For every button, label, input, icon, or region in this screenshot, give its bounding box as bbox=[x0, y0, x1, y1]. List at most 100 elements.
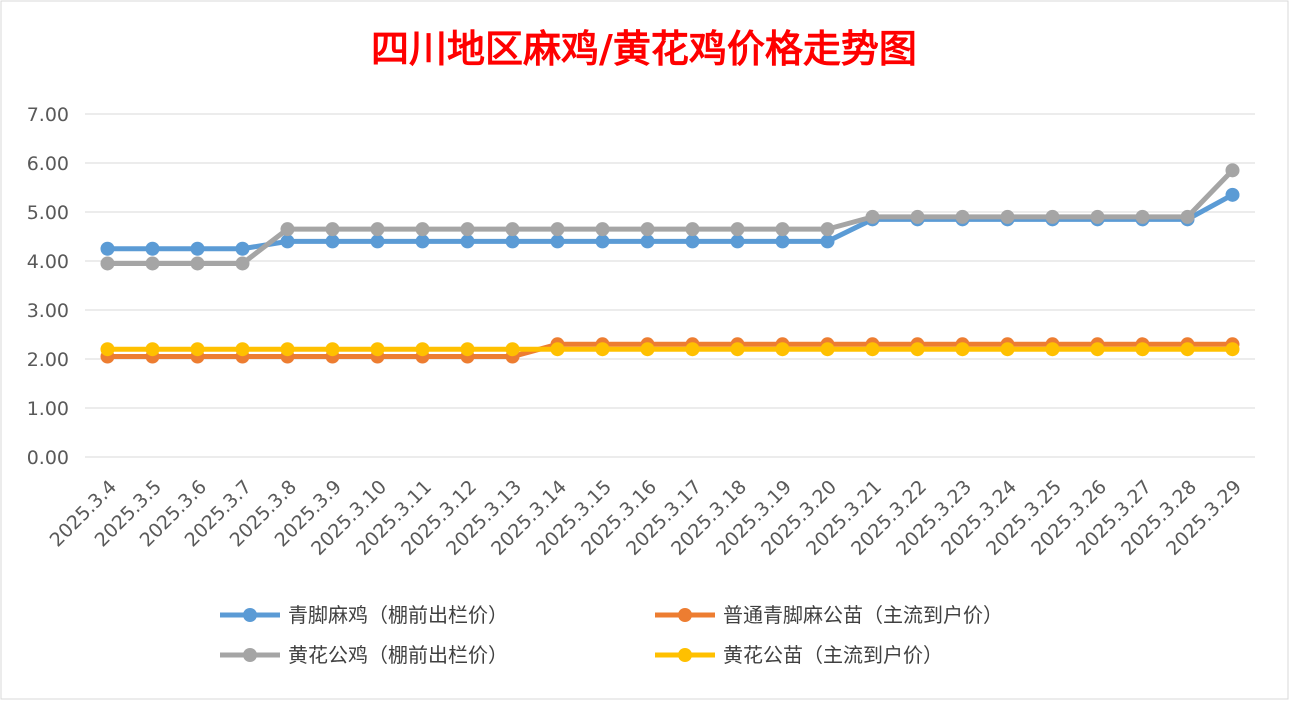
data-point bbox=[955, 209, 970, 224]
data-point bbox=[370, 234, 385, 249]
data-point bbox=[325, 234, 340, 249]
data-point bbox=[550, 222, 565, 237]
data-point bbox=[865, 209, 880, 224]
data-point bbox=[505, 234, 520, 249]
data-point bbox=[1180, 209, 1195, 224]
data-point bbox=[235, 342, 250, 357]
y-tick-label: 4.00 bbox=[27, 251, 69, 273]
legend-item: 黄花公鸡（棚前出栏价） bbox=[220, 643, 508, 667]
data-point bbox=[100, 342, 115, 357]
y-tick-label: 3.00 bbox=[27, 300, 69, 322]
data-point bbox=[280, 342, 295, 357]
y-tick-label: 2.00 bbox=[27, 349, 69, 371]
data-point bbox=[820, 342, 835, 357]
data-point bbox=[595, 222, 610, 237]
data-point bbox=[100, 256, 115, 271]
data-point bbox=[370, 222, 385, 237]
data-point bbox=[550, 234, 565, 249]
data-point bbox=[505, 342, 520, 357]
y-tick-label: 6.00 bbox=[27, 153, 69, 175]
series-line bbox=[107, 168, 1235, 266]
data-point bbox=[595, 342, 610, 357]
data-point bbox=[1225, 342, 1240, 357]
data-point bbox=[1090, 209, 1105, 224]
series-layer bbox=[100, 163, 1240, 364]
legend-item: 黄花公苗（主流到户价） bbox=[655, 643, 943, 667]
legend-item: 普通青脚麻公苗（主流到户价） bbox=[655, 603, 1003, 627]
data-point bbox=[1000, 209, 1015, 224]
data-point bbox=[595, 234, 610, 249]
data-point bbox=[1000, 342, 1015, 357]
data-point bbox=[910, 342, 925, 357]
y-axis-tick-labels: 0.00 1.00 2.00 3.00 4.00 5.00 6.00 7.00 bbox=[27, 104, 69, 469]
legend-item: 青脚麻鸡（棚前出栏价） bbox=[220, 603, 508, 627]
data-point bbox=[1135, 342, 1150, 357]
gridlines bbox=[85, 113, 1255, 458]
data-point bbox=[1225, 163, 1240, 178]
data-point bbox=[190, 241, 205, 256]
series-line bbox=[107, 341, 1233, 360]
series-3 bbox=[100, 163, 1240, 271]
data-point bbox=[1180, 342, 1195, 357]
data-point bbox=[460, 234, 475, 249]
data-point bbox=[1135, 209, 1150, 224]
data-point bbox=[1045, 342, 1060, 357]
data-point bbox=[640, 222, 655, 237]
data-point bbox=[775, 234, 790, 249]
data-point bbox=[1225, 187, 1240, 202]
data-point bbox=[865, 342, 880, 357]
legend-label: 黄花公鸡（棚前出栏价） bbox=[288, 643, 508, 667]
y-tick-label: 1.00 bbox=[27, 398, 69, 420]
data-point bbox=[280, 222, 295, 237]
data-point bbox=[730, 342, 745, 357]
y-tick-label: 0.00 bbox=[27, 447, 69, 469]
legend-marker bbox=[678, 608, 692, 622]
data-point bbox=[505, 222, 520, 237]
data-point bbox=[550, 342, 565, 357]
y-tick-label: 5.00 bbox=[27, 202, 69, 224]
data-point bbox=[100, 241, 115, 256]
chart-title: 四川地区麻鸡/黄花鸡价格走势图 bbox=[371, 26, 917, 71]
legend-label: 黄花公苗（主流到户价） bbox=[723, 643, 943, 667]
data-point bbox=[145, 241, 160, 256]
data-point bbox=[460, 342, 475, 357]
data-point bbox=[730, 234, 745, 249]
data-point bbox=[685, 234, 700, 249]
legend-marker bbox=[243, 648, 257, 662]
legend-label: 普通青脚麻公苗（主流到户价） bbox=[723, 603, 1003, 627]
data-point bbox=[415, 222, 430, 237]
data-point bbox=[235, 241, 250, 256]
data-point bbox=[775, 342, 790, 357]
data-point bbox=[1090, 342, 1105, 357]
data-point bbox=[1045, 209, 1060, 224]
data-point bbox=[145, 256, 160, 271]
data-point bbox=[775, 222, 790, 237]
data-point bbox=[280, 234, 295, 249]
y-tick-label: 7.00 bbox=[27, 104, 69, 126]
legend: 青脚麻鸡（棚前出栏价） 普通青脚麻公苗（主流到户价） 黄花公鸡（棚前出栏价） 黄花公苗… bbox=[220, 603, 1003, 667]
data-point bbox=[640, 234, 655, 249]
data-point bbox=[820, 234, 835, 249]
legend-marker bbox=[678, 648, 692, 662]
data-point bbox=[460, 222, 475, 237]
series-1 bbox=[100, 342, 1240, 357]
legend-marker bbox=[243, 608, 257, 622]
data-point bbox=[730, 222, 745, 237]
data-point bbox=[685, 342, 700, 357]
data-point bbox=[190, 256, 205, 271]
data-point bbox=[325, 342, 340, 357]
data-point bbox=[640, 342, 655, 357]
data-point bbox=[370, 342, 385, 357]
data-point bbox=[910, 209, 925, 224]
data-point bbox=[325, 222, 340, 237]
legend-label: 青脚麻鸡（棚前出栏价） bbox=[288, 603, 508, 627]
data-point bbox=[685, 222, 700, 237]
data-point bbox=[145, 342, 160, 357]
data-point bbox=[955, 342, 970, 357]
data-point bbox=[235, 256, 250, 271]
data-point bbox=[820, 222, 835, 237]
data-point bbox=[415, 342, 430, 357]
data-point bbox=[415, 234, 430, 249]
